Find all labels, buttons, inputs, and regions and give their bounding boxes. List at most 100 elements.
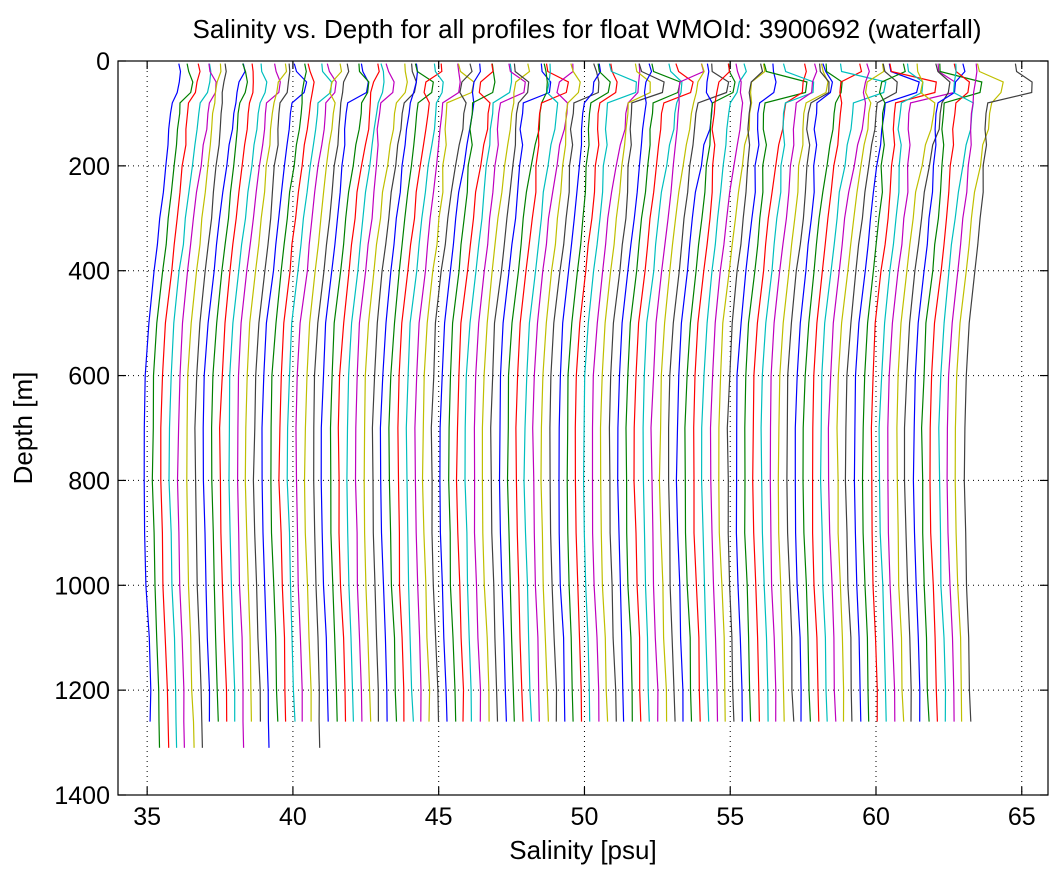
profile-line <box>414 63 461 722</box>
profile-line <box>532 63 574 722</box>
profile-line <box>769 63 818 722</box>
profile-line <box>794 63 834 722</box>
y-tick-label: 400 <box>68 258 110 286</box>
profile-line <box>599 63 651 722</box>
profile-line <box>210 63 249 722</box>
profile-line <box>718 63 766 722</box>
x-tick-label: 35 <box>133 803 161 831</box>
y-tick-label: 1400 <box>54 782 110 810</box>
x-tick-label: 40 <box>279 803 307 831</box>
profile-line <box>836 63 885 722</box>
profile-line <box>405 63 444 722</box>
profile-line <box>202 63 246 722</box>
profile-line <box>827 63 870 722</box>
profile-line <box>700 63 747 722</box>
profile-line <box>455 63 494 722</box>
profile-line <box>658 63 705 722</box>
profile-line <box>464 63 513 722</box>
profile-line <box>929 63 971 722</box>
profile-line <box>303 63 343 722</box>
profile-line <box>558 63 602 722</box>
profile-line <box>650 63 705 722</box>
profile-line <box>346 63 385 722</box>
x-tick-label: 50 <box>571 803 599 831</box>
profile-line <box>608 63 665 722</box>
y-tick-label: 800 <box>68 467 110 495</box>
profile-line <box>481 63 531 722</box>
profile-line <box>151 63 194 748</box>
profile-line <box>295 63 337 722</box>
y-tick-label: 600 <box>68 363 110 391</box>
profile-lines <box>143 63 1033 748</box>
y-tick-label: 200 <box>68 153 110 181</box>
profile-line <box>912 63 966 722</box>
y-tick-label: 1200 <box>54 677 110 705</box>
profile-line <box>675 63 713 722</box>
profile-line <box>861 63 906 722</box>
chart-title: Salinity vs. Depth for all profiles for … <box>193 14 982 44</box>
profile-line <box>777 63 829 722</box>
profile-line <box>802 63 843 722</box>
profile-line <box>633 63 694 722</box>
profile-line <box>582 63 638 722</box>
profile-line <box>726 63 764 722</box>
profile-line <box>228 63 268 722</box>
profile-line <box>252 63 291 722</box>
profile-line <box>337 63 380 722</box>
profile-line <box>642 63 683 722</box>
profile-line <box>439 63 482 722</box>
profile-line <box>320 63 369 722</box>
profile-line <box>878 63 924 722</box>
x-tick-label: 45 <box>425 803 453 831</box>
profile-line <box>143 63 182 722</box>
profile-line <box>744 63 808 722</box>
profile-line <box>473 63 526 722</box>
profile-line <box>668 63 730 722</box>
x-tick-label: 55 <box>716 803 744 831</box>
profile-line <box>448 63 496 722</box>
profile-line <box>506 63 548 722</box>
profile-line <box>278 63 315 722</box>
x-tick-label: 60 <box>862 803 890 831</box>
profile-line <box>887 63 956 722</box>
profile-line <box>752 63 807 722</box>
profile-line <box>218 63 254 722</box>
profile-line <box>421 63 475 722</box>
profile-line <box>329 63 370 722</box>
profile-line <box>591 63 641 722</box>
y-tick-label: 1000 <box>54 572 110 600</box>
profile-line <box>523 63 559 722</box>
profile-line <box>261 63 308 748</box>
profile-line <box>954 63 1004 722</box>
profile-line <box>270 63 307 722</box>
profile-line <box>186 63 222 748</box>
profile-line <box>853 63 920 722</box>
profile-line <box>176 63 217 748</box>
profile-line <box>160 63 201 748</box>
profile-line <box>354 63 395 722</box>
plot-frame <box>117 60 1049 796</box>
profile-line <box>844 63 898 722</box>
profile-line <box>430 63 473 722</box>
profile-line <box>760 63 815 722</box>
profile-line <box>735 63 777 722</box>
profile-line <box>397 63 443 722</box>
profile-line <box>540 63 581 722</box>
profile-line <box>870 63 937 722</box>
axis-ticks: 35 40 45 50 55 60 65 0 200 400 600 800 1000 1200 1400 <box>54 48 1048 831</box>
grid-lines <box>118 60 1048 796</box>
profile-line <box>286 63 333 722</box>
profile-line <box>938 63 974 722</box>
profile-line <box>388 63 434 722</box>
profile-line <box>684 63 736 722</box>
y-axis-title: Depth [m] <box>8 372 38 485</box>
profile-line <box>379 63 419 722</box>
profile-line <box>786 63 830 722</box>
profile-line <box>313 63 350 748</box>
profile-line <box>812 63 863 722</box>
profile-line <box>963 63 1033 722</box>
profile-line <box>549 63 600 722</box>
profile-line <box>168 63 212 748</box>
profile-line <box>515 63 570 722</box>
